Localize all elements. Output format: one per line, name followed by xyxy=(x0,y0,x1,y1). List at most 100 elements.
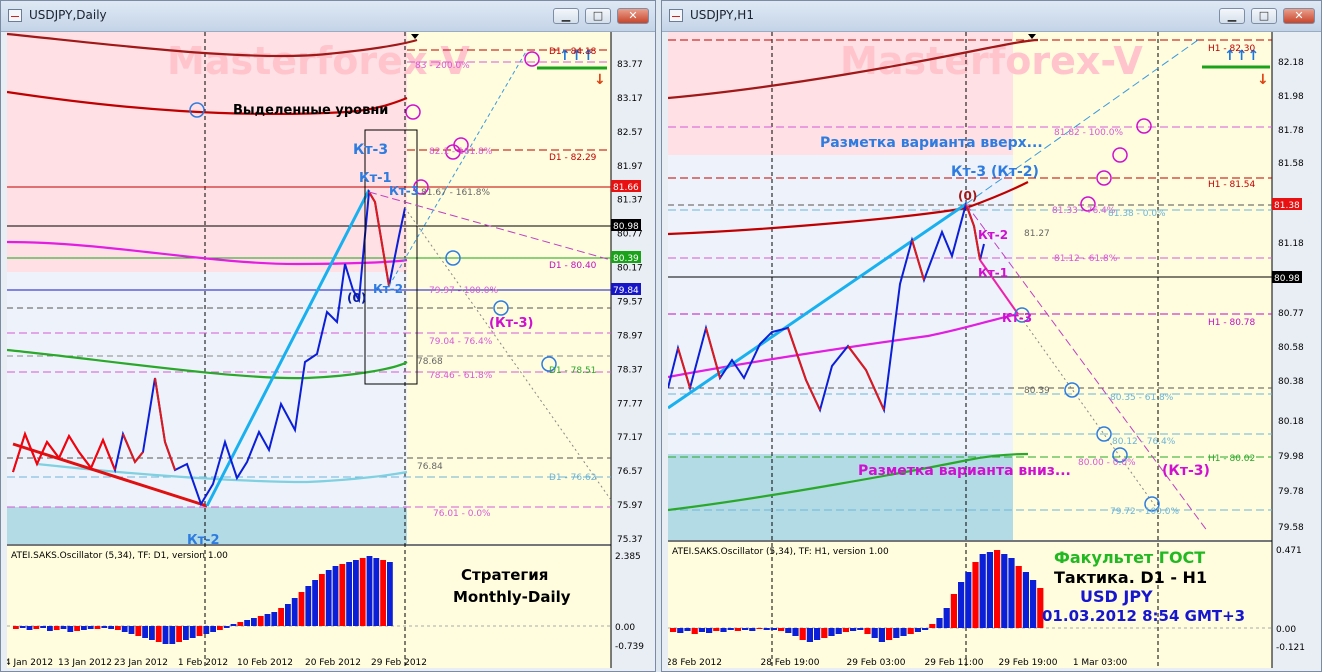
level-label: D1 - 82.29 xyxy=(549,153,597,163)
title-bar[interactable]: USDJPY,Daily ▁ □ ✕ xyxy=(1,1,655,32)
price-tick: 77.77 xyxy=(617,399,643,409)
oscillator-bar xyxy=(312,580,318,626)
oscillator-bar xyxy=(727,628,734,630)
maximize-button[interactable]: □ xyxy=(1251,8,1277,24)
daily-price-chart[interactable]: Masterforex-V xyxy=(7,32,651,668)
oscillator-bar xyxy=(278,608,284,626)
price-tick: 81.98 xyxy=(1278,92,1304,102)
oscillator-bar xyxy=(108,626,114,629)
time-tick: 20 Feb 2012 xyxy=(305,658,361,668)
level-label: 81.33 - 76.4% xyxy=(1052,206,1116,216)
oscillator-bar xyxy=(900,628,907,636)
maximize-button[interactable]: □ xyxy=(585,8,611,24)
title-bar[interactable]: USDJPY,H1 ▁ □ ✕ xyxy=(662,1,1321,32)
watermark: Masterforex-V xyxy=(167,39,470,83)
oscillator-bar xyxy=(67,626,74,632)
level-label: D1 - 78.51 xyxy=(549,366,596,376)
oscillator-bar xyxy=(1008,558,1015,628)
time-tick: 29 Feb 11:00 xyxy=(924,658,983,668)
oscillator-bar xyxy=(835,628,842,634)
price-tick: 79.78 xyxy=(1278,487,1304,497)
time-tick: 1 Feb 2012 xyxy=(178,658,228,668)
oscillator-bar xyxy=(886,628,893,640)
daily-chart-window[interactable]: USDJPY,Daily ▁ □ ✕ Masterforex-V xyxy=(0,0,656,672)
oscillator-bar xyxy=(285,604,291,626)
osc-max-label: 2.385 xyxy=(615,552,641,562)
level-label: 80.12 - 76.4% xyxy=(1112,437,1176,447)
price-tag: 81.66 xyxy=(613,183,639,193)
down-arrow-icon: ↓ xyxy=(594,72,606,88)
oscillator-bar xyxy=(217,626,223,630)
close-button[interactable]: ✕ xyxy=(617,8,649,24)
oscillator-bar xyxy=(53,626,60,630)
price-tick: 76.57 xyxy=(617,467,643,477)
oscillator-bar xyxy=(1001,554,1008,628)
oscillator-bar xyxy=(230,624,237,626)
down-variant-label: Разметка варианта вниз... xyxy=(858,463,1071,479)
oscillator-bar xyxy=(244,620,250,626)
oscillator-bar xyxy=(319,574,325,626)
tactic-title: Тактика. D1 - H1 xyxy=(1054,568,1207,587)
blue-zone xyxy=(7,272,407,507)
minimize-button[interactable]: ▁ xyxy=(1219,8,1245,24)
level-label: H1 - 80.02 xyxy=(1208,454,1255,464)
oscillator-bars xyxy=(13,556,393,644)
level-label: 76.84 xyxy=(417,462,443,472)
oscillator-bar xyxy=(1030,580,1037,628)
price-tick: 80.58 xyxy=(1278,343,1304,353)
point-zero-label: (0) xyxy=(958,189,977,203)
level-label: 81.12 - 61.8% xyxy=(1054,254,1118,264)
osc-max-label: 0.471 xyxy=(1276,546,1302,556)
price-tick: 80.77 xyxy=(617,230,643,240)
up-arrows-icon: ↑↑↑ xyxy=(559,48,594,64)
time-axis: 28 Feb 2012 28 Feb 19:00 29 Feb 03:00 29 Fe… xyxy=(668,658,1127,668)
price-tick: 80.17 xyxy=(617,264,643,274)
oscillator-bar xyxy=(698,628,705,632)
level-label: 78.46 - 61.8% xyxy=(429,371,493,381)
oscillator-bar xyxy=(81,626,87,630)
kt3-label: Кт-3 xyxy=(353,142,388,158)
oscillator-bar xyxy=(821,628,828,638)
oscillator-bar xyxy=(196,626,203,636)
oscillator-bar xyxy=(950,594,957,628)
oscillator-bar xyxy=(223,626,230,628)
price-tick: 83.77 xyxy=(617,60,643,70)
price-tick: 78.97 xyxy=(617,331,643,341)
oscillator-bar xyxy=(47,626,53,631)
hourly-price-chart[interactable]: Masterforex-V xyxy=(668,32,1316,668)
oscillator-bar xyxy=(677,628,684,633)
oscillator-bar xyxy=(115,626,121,630)
level-label: 80.00 - 0.0% xyxy=(1078,458,1136,468)
osc-zero-label: 0.00 xyxy=(615,623,635,633)
level-label: H1 - 82.30 xyxy=(1208,44,1256,54)
kt2-label: Кт-2 xyxy=(978,228,1008,242)
time-tick: 29 Feb 19:00 xyxy=(998,658,1057,668)
chart-window-icon xyxy=(8,9,22,22)
hourly-chart-window[interactable]: USDJPY,H1 ▁ □ ✕ Masterforex-V xyxy=(661,0,1322,672)
oscillator-bar xyxy=(87,626,94,629)
price-tick: 80.18 xyxy=(1278,417,1304,427)
close-button[interactable]: ✕ xyxy=(1283,8,1315,24)
price-tag: 81.38 xyxy=(1274,201,1300,211)
price-tag: 80.98 xyxy=(1274,274,1300,284)
oscillator-bar xyxy=(713,628,720,631)
price-tag: 80.39 xyxy=(613,254,639,264)
minimize-button[interactable]: ▁ xyxy=(553,8,579,24)
oscillator-bar xyxy=(958,582,965,628)
price-tick: 77.17 xyxy=(617,433,643,443)
down-arrow-icon: ↓ xyxy=(1257,72,1269,88)
oscillator-bar xyxy=(251,618,257,626)
oscillator-bar xyxy=(33,626,40,629)
oscillator-bar xyxy=(756,628,763,629)
price-axis: 83.77 83.17 82.57 81.97 81.37 80.77 80.17 79.57… xyxy=(617,60,643,545)
oscillator-bar xyxy=(943,608,950,628)
time-tick: 23 Jan 2012 xyxy=(114,658,168,668)
kt3-mid-label: Кт-3 xyxy=(1002,311,1032,325)
kt3-kt2-label: Кт-3 (Кт-2) xyxy=(951,164,1039,180)
oscillator-bar xyxy=(305,586,312,626)
oscillator-label: ATEI.SAKS.Oscillator (5,34), TF: H1, ver… xyxy=(672,547,889,557)
level-label: 79.72 - 100.0% xyxy=(1110,507,1179,517)
time-tick: 10 Feb 2012 xyxy=(237,658,293,668)
oscillator-bar xyxy=(691,628,698,634)
oscillator-bar xyxy=(814,628,821,640)
